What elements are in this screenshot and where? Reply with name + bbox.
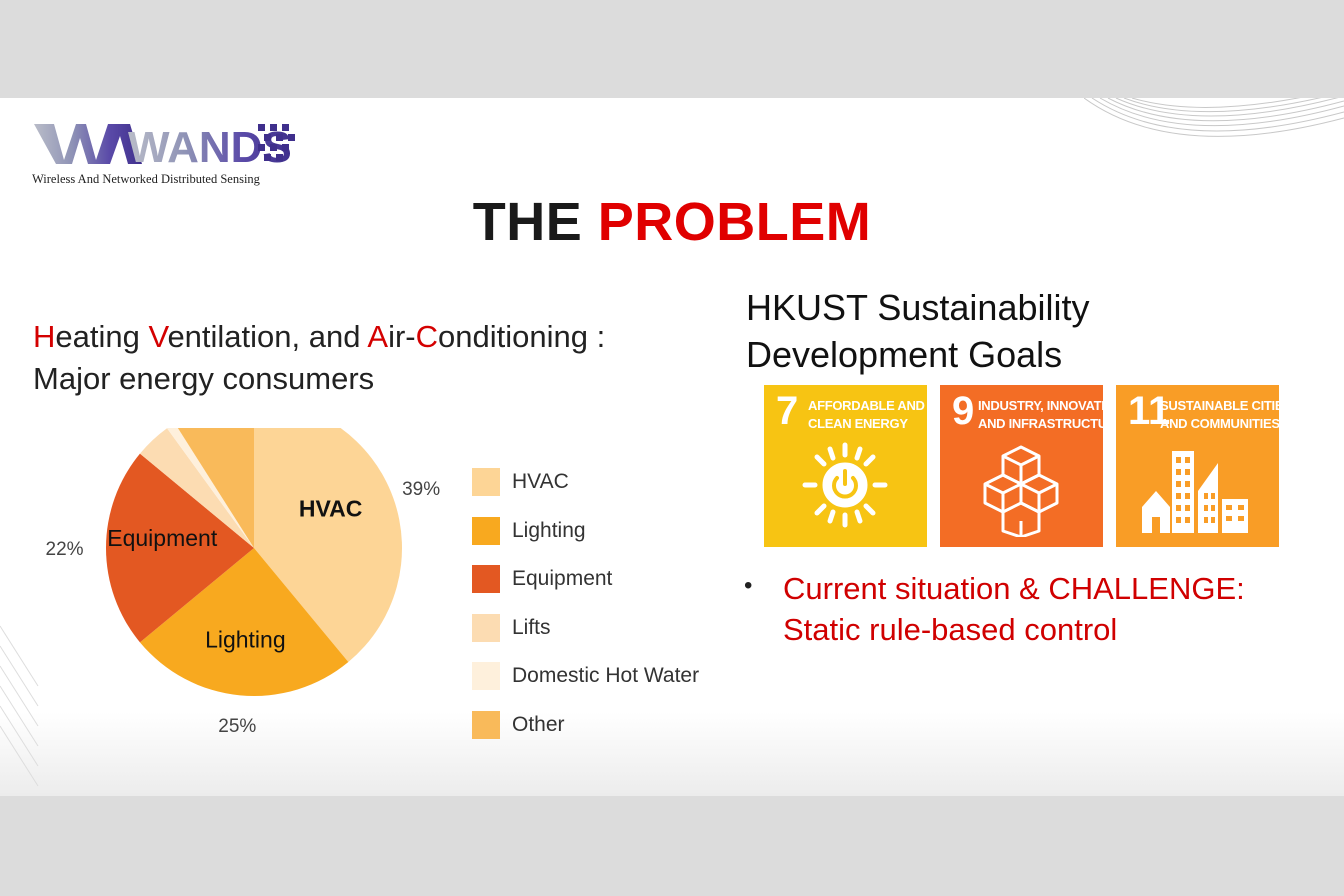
- pie-percent-label: 25%: [218, 716, 256, 737]
- sdg-label-line-1: AFFORDABLE AND: [808, 398, 925, 413]
- challenge-text: Current situation & CHALLENGE: Static ru…: [783, 568, 1323, 650]
- pie-inner-label: Equipment: [107, 525, 218, 551]
- pie-percent-label: 22%: [46, 539, 84, 560]
- sdg-number: 9: [952, 389, 975, 433]
- legend-label: HVAC: [512, 470, 569, 493]
- legend-label: Domestic Hot Water: [512, 664, 700, 688]
- heading-letter-v: V: [148, 319, 168, 354]
- logo-tagline: Wireless And Networked Distributed Sensi…: [32, 172, 260, 186]
- pie-slice-other: [177, 428, 254, 548]
- hvac-heading-line-2: Major energy consumers: [33, 361, 375, 396]
- decorative-lines: [0, 625, 39, 787]
- wands-logo: WANDS Wireless And Networked Distributed…: [32, 120, 312, 192]
- pie-inner-label: HVAC: [299, 495, 362, 521]
- sdg-label-line-1: SUSTAINABLE CITIES: [1160, 398, 1292, 413]
- title-part-1: THE: [472, 192, 583, 252]
- hvac-heading-line-1: Heating Ventilation, and Air-Conditionin…: [33, 316, 713, 358]
- sdg-label: AFFORDABLE AND CLEAN ENERGY: [808, 397, 925, 433]
- sdg-label: SUSTAINABLE CITIES AND COMMUNITIES: [1160, 397, 1292, 433]
- legend-swatch: [472, 613, 500, 642]
- sdg-heading: HKUST Sustainability Development Goals: [746, 284, 1306, 378]
- sdg-number: 11: [1128, 389, 1171, 433]
- legend-label: Lighting: [512, 518, 586, 542]
- title-part-2: PROBLEM: [597, 192, 872, 252]
- challenge-line-1: Current situation & CHALLENGE:: [783, 571, 1245, 606]
- pie-slice-domestic-hot-water: [167, 428, 254, 548]
- sun-power-icon: [802, 442, 888, 528]
- heading-letter-h: H: [33, 319, 56, 354]
- legend-swatch: [472, 662, 500, 691]
- legend-label: Other: [512, 712, 565, 736]
- pie-slice-hvac: [254, 428, 402, 663]
- heading-letter-c: C: [415, 319, 439, 354]
- sdg-heading-line-2: Development Goals: [746, 334, 1063, 375]
- legend-label: Equipment: [512, 567, 613, 591]
- pie-inner-label: Lighting: [205, 626, 286, 652]
- legend-label: Lifts: [512, 615, 551, 639]
- sdg-label-line-1: INDUSTRY, INNOVATION: [978, 398, 1124, 413]
- logo-wordmark: WANDS: [128, 123, 292, 168]
- legend-swatch: [472, 565, 500, 594]
- legend-swatch: [472, 516, 500, 545]
- decorative-arcs: [1084, 98, 1344, 137]
- bullet-marker: •: [744, 572, 753, 599]
- pie-slice-lighting: [139, 548, 349, 696]
- slide: WANDS Wireless And Networked Distributed…: [0, 98, 1344, 796]
- sdg-label-line-2: AND INFRASTRUCTURE: [978, 416, 1125, 431]
- sdg-tile-9: 9 INDUSTRY, INNOVATION AND INFRASTRUCTUR…: [940, 385, 1125, 547]
- heading-text: ir-: [388, 319, 416, 354]
- cubes-icon: [983, 445, 1059, 537]
- pie-percent-label: 39%: [402, 479, 440, 500]
- heading-text: onditioning :: [438, 319, 606, 354]
- pie-slice-equipment: [105, 453, 254, 643]
- heading-text: eating: [55, 319, 149, 354]
- sdg-tile-7: 7 AFFORDABLE AND CLEAN ENERGY: [764, 385, 927, 547]
- hvac-heading: Heating Ventilation, and Air-Conditionin…: [33, 316, 713, 400]
- pie-slice-lifts: [139, 428, 254, 548]
- wands-logo-mark: WANDS: [34, 123, 295, 168]
- legend-swatch: [472, 468, 500, 496]
- challenge-line-2: Static rule-based control: [783, 612, 1118, 647]
- heading-text: entilation, and: [167, 319, 368, 354]
- sdg-label-line-2: CLEAN ENERGY: [808, 416, 908, 431]
- sdg-number: 7: [776, 389, 799, 433]
- sdg-label: INDUSTRY, INNOVATION AND INFRASTRUCTURE: [978, 397, 1125, 433]
- city-buildings-icon: [1142, 451, 1248, 533]
- slide-title: THE PROBLEM: [0, 191, 1344, 253]
- sdg-tile-11: 11 SUSTAINABLE CITIES AND COMMUNITIES: [1116, 385, 1292, 547]
- sdg-label-line-2: AND COMMUNITIES: [1160, 416, 1280, 431]
- sdg-heading-line-1: HKUST Sustainability: [746, 287, 1090, 328]
- legend-swatch: [472, 710, 500, 739]
- heading-letter-a: A: [367, 319, 389, 354]
